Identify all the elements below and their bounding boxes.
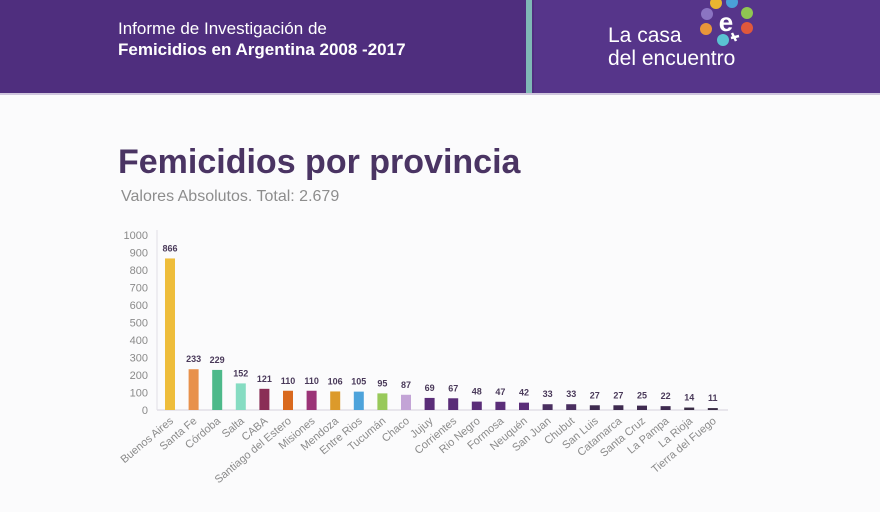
y-tick-label: 600: [130, 300, 148, 312]
data-label: 33: [543, 389, 553, 399]
data-label: 11: [708, 393, 718, 403]
bar: [542, 404, 553, 410]
y-tick-label: 0: [142, 405, 148, 417]
logo-line1: La casa: [608, 24, 682, 47]
data-label: 87: [401, 380, 411, 390]
y-tick-label: 800: [130, 265, 148, 277]
data-label: 25: [637, 391, 647, 401]
data-label: 42: [519, 388, 529, 398]
data-label: 67: [448, 383, 458, 393]
data-label: 48: [472, 387, 482, 397]
y-tick-label: 400: [130, 335, 148, 347]
data-label: 229: [210, 355, 225, 365]
bar: [212, 369, 223, 410]
data-label: 33: [566, 389, 576, 399]
report-title-line2: Femicidios en Argentina 2008 -2017: [118, 40, 406, 59]
bar: [424, 397, 435, 410]
y-tick-label: 200: [130, 370, 148, 382]
logo-icon: e: [700, 0, 753, 46]
bar: [495, 401, 506, 410]
bar: [684, 407, 695, 410]
data-label: 22: [661, 391, 671, 401]
y-tick-label: 1000: [124, 230, 148, 242]
bar: [471, 401, 482, 410]
data-label: 152: [233, 368, 248, 378]
bar: [283, 390, 293, 410]
y-tick-label: 900: [130, 248, 148, 260]
bar: [377, 393, 388, 410]
bar: [707, 408, 718, 410]
data-label: 69: [425, 383, 435, 393]
header-bottom-line: [0, 93, 880, 95]
bar: [235, 383, 246, 410]
bar: [401, 394, 411, 410]
report-title: Informe de Investigación de Femicidios e…: [118, 18, 406, 60]
svg-text:e: e: [719, 7, 733, 37]
bar: [519, 402, 529, 410]
data-label: 95: [377, 378, 387, 388]
y-tick-label: 700: [130, 283, 148, 295]
x-tick-label: Chaco: [380, 415, 412, 445]
bar: [188, 369, 199, 410]
bar: [660, 406, 671, 410]
bar: [566, 404, 577, 410]
bar: [330, 391, 341, 410]
bar: [613, 405, 624, 410]
data-label: 233: [186, 354, 201, 364]
y-tick-label: 300: [130, 353, 148, 365]
bar: [448, 398, 459, 410]
bar: [589, 405, 600, 410]
data-label: 106: [328, 376, 343, 386]
data-label: 27: [613, 390, 623, 400]
data-label: 866: [162, 243, 177, 253]
bar: [637, 405, 647, 410]
logo-text: La casa del encuentro: [608, 24, 735, 70]
data-label: 27: [590, 390, 600, 400]
bar: [259, 388, 270, 410]
report-title-line1: Informe de Investigación de: [118, 19, 327, 38]
bar: [306, 390, 317, 410]
data-label: 110: [304, 376, 319, 386]
bar: [353, 391, 364, 410]
bar: [165, 258, 175, 410]
y-tick-label: 100: [130, 388, 148, 400]
chart-subtitle: Valores Absolutos. Total: 2.679: [121, 188, 340, 205]
chart-title: Femicidios por provincia: [118, 143, 521, 181]
header-divider: [526, 0, 532, 94]
data-label: 47: [495, 387, 505, 397]
data-label: 14: [684, 393, 694, 403]
data-label: 121: [257, 374, 272, 384]
data-label: 110: [281, 376, 296, 386]
y-tick-label: 500: [130, 318, 148, 330]
logo-line2: del encuentro: [608, 47, 736, 70]
data-label: 105: [351, 377, 366, 387]
